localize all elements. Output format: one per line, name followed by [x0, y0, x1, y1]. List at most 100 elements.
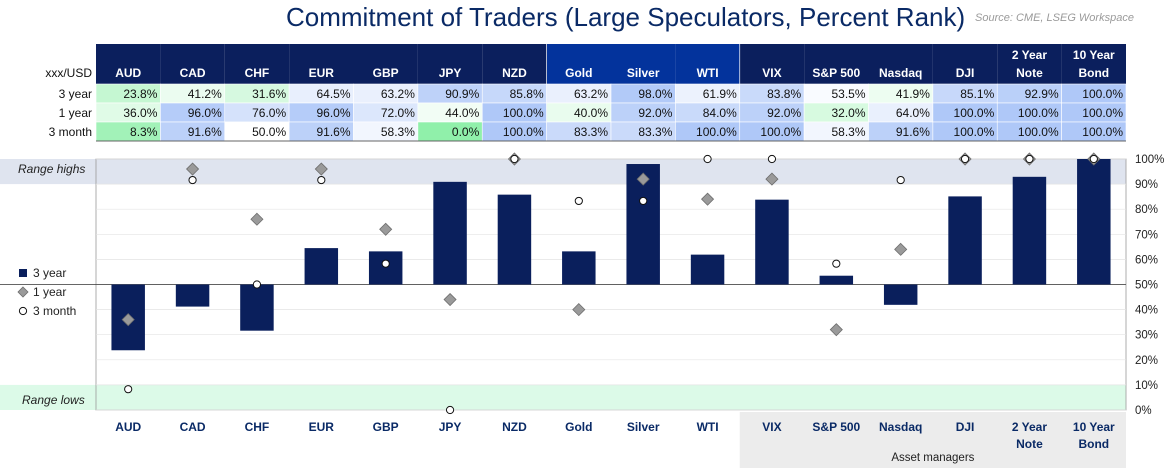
marker-1-year: [765, 172, 779, 186]
bar-3-year: [690, 254, 725, 285]
marker-1-year: [700, 192, 715, 206]
marker-3-month: [124, 385, 133, 394]
marker-3-month: [317, 175, 326, 185]
table-header-label: S&P 500: [812, 66, 860, 80]
table-header-cell: [997, 44, 1062, 84]
table-header-label: Bond: [1078, 66, 1109, 80]
marker-1-year: [121, 313, 135, 327]
table-header-label: Note: [1016, 66, 1043, 80]
bar-3-year: [562, 251, 596, 285]
bar-3-year: [497, 194, 532, 285]
bar-3-year: [819, 275, 854, 285]
range-highs-band: [0, 159, 1126, 185]
table-cell: 91.6%: [316, 125, 350, 139]
table-header-cell: [675, 44, 740, 84]
x-category-label: GBP: [373, 420, 399, 434]
marker-3-month: [1025, 154, 1034, 164]
table-header-label: AUD: [115, 66, 141, 80]
table-cell: 92.9%: [1025, 87, 1059, 101]
asset-managers-box: [739, 412, 1126, 468]
table-header-cell: [739, 44, 805, 84]
x-category-label: Note: [1016, 437, 1043, 451]
marker-1-year: [379, 222, 393, 236]
x-category-label: VIX: [762, 420, 781, 434]
bar-3-year: [175, 284, 210, 307]
x-category-label: WTI: [697, 420, 719, 434]
x-category-label: JPY: [439, 420, 462, 434]
table-header-cell: [1061, 44, 1126, 84]
y-tick-label: 70%: [1135, 229, 1158, 241]
marker-3-month: [252, 280, 262, 289]
x-category-label: Nasdaq: [879, 420, 922, 434]
asset-managers-label: Asset managers: [891, 452, 974, 464]
table-header-label: Silver: [627, 66, 660, 80]
marker-3-month: [381, 259, 390, 268]
table-header-cell: [96, 44, 161, 84]
table-header-cell: [160, 44, 225, 84]
table-cell: 63.2%: [574, 87, 608, 101]
bar-3-year: [368, 251, 403, 285]
table-cell: 85.8%: [510, 87, 544, 101]
marker-3-month: [188, 175, 197, 185]
marker-3-month: [896, 175, 905, 185]
table-cell: 32.0%: [831, 106, 865, 120]
table-cell: 100.0%: [1018, 125, 1059, 139]
table-header-label: 2 Year: [1012, 48, 1047, 62]
marker-3-month: [1089, 154, 1098, 164]
table-row-label: 1 year: [59, 106, 92, 120]
table-cell: 23.8%: [123, 87, 157, 101]
table-header-cell: [611, 44, 676, 84]
table-row-label: 3 month: [49, 125, 92, 139]
table-cell: 83.3%: [638, 125, 672, 139]
table-cell: 40.0%: [574, 106, 608, 120]
table-cell: 58.3%: [381, 125, 415, 139]
bar-3-year: [433, 181, 467, 285]
table-cell: 50.0%: [252, 125, 286, 139]
x-category-label: AUD: [115, 420, 141, 434]
x-category-label: 10 Year: [1073, 420, 1115, 434]
x-category-label: DJI: [956, 420, 975, 434]
table-cell: 91.6%: [188, 125, 222, 139]
bar-3-year: [948, 196, 982, 285]
table-cell: 100.0%: [1082, 87, 1123, 101]
table-header-label: Nasdaq: [879, 66, 922, 80]
table-cell: 72.0%: [381, 106, 415, 120]
table-header-label: GBP: [373, 66, 399, 80]
table-header-label: Gold: [565, 66, 592, 80]
table-header-cell: [289, 44, 354, 84]
y-tick-label: 40%: [1135, 305, 1158, 317]
table-header-cell: [417, 44, 483, 84]
table-header-cell: [932, 44, 998, 84]
table-header-label: CAD: [180, 66, 206, 80]
x-category-label: Gold: [565, 420, 592, 434]
table-cell: 44.0%: [445, 106, 479, 120]
table-header-label: JPY: [439, 66, 462, 80]
table-header-cell: [353, 44, 418, 84]
table-header-label: EUR: [309, 66, 335, 80]
marker-1-year: [829, 323, 843, 337]
table-header-label: VIX: [762, 66, 781, 80]
legend-label-3-month: 3 month: [33, 304, 76, 318]
table-header-label: CHF: [245, 66, 270, 80]
table-cell: 64.5%: [316, 87, 350, 101]
table-cell: 100.0%: [760, 125, 801, 139]
table-cell: 96.0%: [188, 106, 222, 120]
bar-3-year: [304, 248, 339, 285]
table-header-label: DJI: [956, 66, 975, 80]
x-category-label: CAD: [180, 420, 206, 434]
marker-1-year: [250, 212, 264, 226]
y-tick-label: 90%: [1135, 179, 1158, 191]
legend-label-1-year: 1 year: [33, 285, 66, 299]
legend-swatch-1-year: [17, 286, 29, 298]
table-cell: 98.0%: [638, 87, 672, 101]
legend-label-3-year: 3 year: [33, 266, 66, 280]
marker-3-month: [445, 405, 455, 415]
table-cell: 83.3%: [574, 125, 608, 139]
bar-3-year: [240, 284, 274, 331]
range-lows-label: Range lows: [22, 393, 85, 407]
table-cell: 85.1%: [960, 87, 994, 101]
marker-1-year: [185, 162, 200, 176]
y-tick-label: 80%: [1135, 204, 1158, 216]
table-header-cell: [482, 44, 547, 84]
